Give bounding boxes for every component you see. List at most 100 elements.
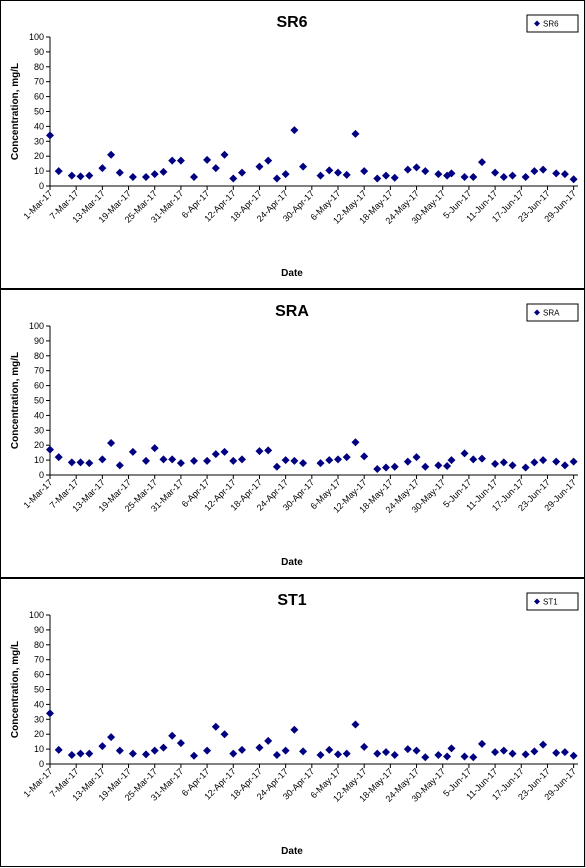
marker	[107, 438, 116, 447]
marker	[390, 462, 399, 471]
y-tick-label: 50	[34, 685, 44, 695]
marker	[76, 749, 85, 758]
marker	[552, 169, 561, 178]
marker	[434, 461, 443, 470]
marker	[229, 749, 238, 758]
chart-title: SRA	[275, 303, 309, 320]
marker	[168, 156, 177, 165]
y-tick-label: 20	[34, 151, 44, 161]
marker	[290, 725, 299, 734]
marker	[508, 749, 517, 758]
marker	[443, 752, 452, 761]
y-tick-label: 0	[39, 470, 44, 480]
marker	[403, 165, 412, 174]
marker	[539, 456, 548, 465]
y-axis-title: Concentration, mg/L	[10, 63, 21, 160]
chart-panel: SR601020304050607080901001-Mar-177-Mar-1…	[0, 0, 585, 289]
legend-marker	[534, 598, 540, 605]
x-axis-title: Date	[281, 846, 303, 857]
y-tick-label: 100	[29, 321, 44, 331]
marker	[539, 165, 548, 174]
marker	[264, 446, 273, 455]
y-tick-label: 80	[34, 640, 44, 650]
y-tick-label: 10	[34, 744, 44, 754]
legend-box	[526, 14, 579, 33]
marker	[469, 753, 478, 762]
marker	[211, 722, 220, 731]
marker	[560, 748, 569, 757]
marker	[190, 456, 198, 465]
marker	[142, 750, 150, 759]
marker	[211, 164, 220, 173]
y-tick-label: 70	[34, 655, 44, 665]
marker	[176, 459, 185, 468]
y-tick-label: 30	[34, 136, 44, 146]
marker	[220, 730, 229, 739]
marker	[569, 175, 578, 184]
marker	[491, 168, 500, 177]
legend-box	[526, 303, 579, 322]
y-tick-label: 30	[34, 714, 44, 724]
marker	[316, 751, 325, 760]
marker	[325, 745, 334, 754]
marker	[76, 458, 85, 467]
marker	[421, 462, 430, 471]
marker	[316, 171, 325, 180]
marker	[360, 167, 369, 176]
chart-panel: ST101020304050607080901001-Mar-177-Mar-1…	[0, 578, 585, 867]
y-tick-label: 80	[34, 351, 44, 361]
marker	[142, 456, 150, 465]
marker	[491, 748, 500, 757]
marker	[211, 450, 220, 459]
marker	[281, 746, 290, 755]
marker	[508, 461, 517, 470]
y-tick-label: 0	[39, 181, 44, 191]
marker	[281, 456, 290, 465]
marker	[447, 169, 456, 178]
marker	[85, 171, 94, 180]
marker	[299, 747, 308, 756]
marker	[150, 170, 159, 179]
marker	[325, 456, 334, 465]
marker	[220, 150, 229, 159]
y-tick-label: 90	[34, 47, 44, 57]
marker	[342, 453, 351, 462]
marker	[434, 751, 443, 760]
marker	[447, 456, 456, 465]
marker	[238, 455, 246, 464]
marker	[569, 751, 578, 760]
marker	[360, 742, 369, 751]
marker	[272, 174, 281, 183]
marker	[168, 731, 177, 740]
marker	[299, 162, 308, 171]
marker	[360, 452, 369, 461]
marker	[334, 750, 342, 759]
marker	[229, 456, 238, 465]
marker	[478, 158, 486, 167]
marker	[334, 168, 342, 177]
marker	[560, 461, 569, 470]
marker	[412, 163, 421, 172]
marker	[299, 459, 308, 468]
marker	[390, 751, 399, 760]
marker	[142, 173, 150, 182]
marker	[412, 746, 421, 755]
marker	[67, 458, 76, 467]
y-tick-label: 40	[34, 121, 44, 131]
marker	[443, 462, 452, 471]
marker	[128, 447, 137, 456]
marker	[159, 167, 168, 176]
legend-label: SR6	[543, 20, 559, 29]
marker	[521, 173, 530, 182]
marker	[264, 736, 273, 745]
y-tick-label: 70	[34, 366, 44, 376]
y-tick-label: 100	[29, 610, 44, 620]
marker	[351, 720, 360, 729]
marker	[373, 749, 382, 758]
marker	[421, 167, 430, 176]
marker	[447, 744, 456, 753]
marker	[469, 455, 478, 464]
y-tick-label: 60	[34, 670, 44, 680]
marker	[382, 748, 390, 757]
